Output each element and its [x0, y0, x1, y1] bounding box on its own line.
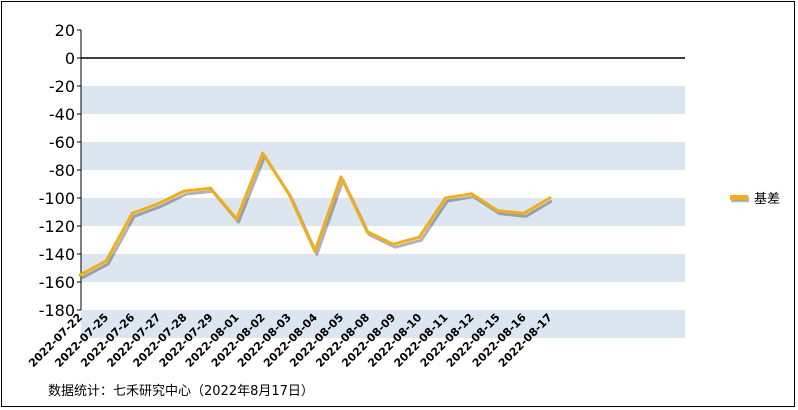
legend-swatch	[730, 195, 748, 200]
grid-band	[81, 198, 685, 226]
data-point	[548, 196, 552, 200]
data-point	[261, 151, 265, 155]
data-point	[443, 196, 447, 200]
legend-label: 基差	[754, 192, 781, 207]
data-point	[470, 192, 473, 196]
grid-band	[81, 142, 685, 170]
grid-band	[81, 86, 685, 114]
grid-bands	[81, 86, 685, 338]
data-point	[209, 186, 212, 190]
y-tick-label: -40	[49, 105, 75, 124]
data-point	[391, 242, 395, 246]
source-note: 数据统计：七禾研究中心（2022年8月17日）	[48, 384, 314, 399]
y-axis: 20 0 -20 -40 -60 -80 -100 -120 -140 -160 -180	[39, 21, 82, 320]
data-point	[365, 230, 369, 234]
y-tick-label: -100	[39, 189, 75, 208]
y-tick-label: -120	[39, 217, 75, 236]
series-group	[78, 151, 553, 280]
y-tick-label: -180	[39, 301, 75, 320]
grid-band	[81, 254, 685, 282]
data-point	[287, 192, 291, 196]
y-tick-label: -140	[39, 245, 75, 264]
y-tick-label: -20	[49, 77, 75, 96]
y-tick-label: 20	[55, 21, 75, 40]
y-tick-label: 0	[65, 49, 75, 68]
data-point	[235, 217, 239, 221]
x-axis: 2022-07-222022-07-252022-07-262022-07-27…	[26, 311, 555, 370]
data-point	[522, 211, 526, 215]
data-point	[130, 211, 134, 215]
y-tick-label: -160	[39, 273, 75, 292]
data-point	[78, 273, 82, 277]
legend: 基差	[730, 188, 780, 207]
data-point	[496, 209, 500, 213]
data-point	[182, 189, 186, 193]
data-point	[313, 249, 317, 253]
y-tick-label: -60	[49, 133, 75, 152]
data-point	[156, 202, 160, 206]
data-point	[104, 259, 108, 263]
data-point	[339, 175, 343, 179]
y-tick-label: -80	[49, 161, 75, 180]
data-point	[417, 235, 421, 239]
grid-band	[81, 310, 685, 338]
